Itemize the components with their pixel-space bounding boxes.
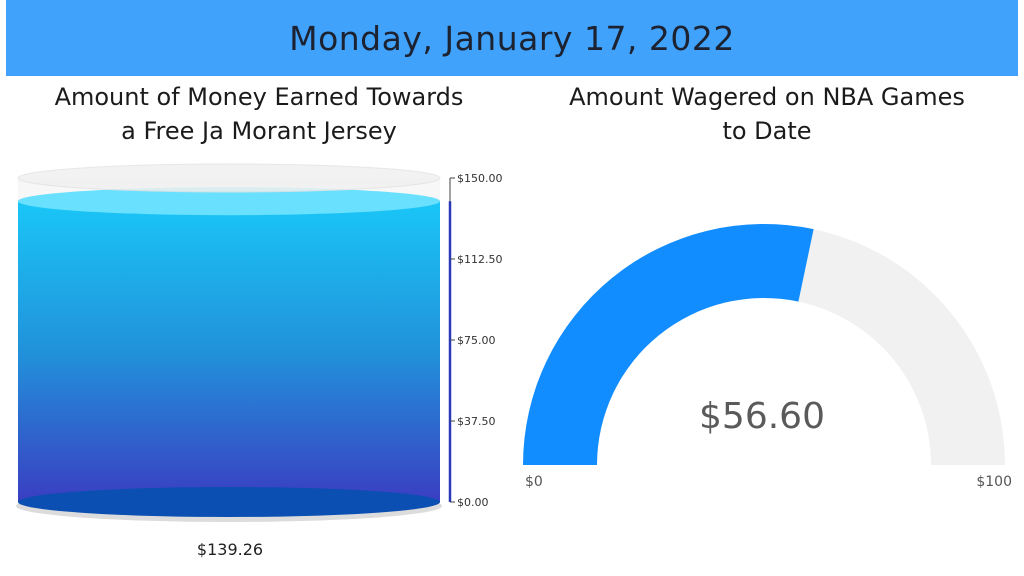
tank-tick-label: $37.50 <box>457 415 496 428</box>
gauge-chart-title: Amount Wagered on NBA Games to Date <box>520 80 1014 148</box>
tank-tick-label: $75.00 <box>457 334 496 347</box>
gauge-value-label: $56.60 <box>699 396 825 437</box>
tank-liquid <box>18 201 440 502</box>
tank-liquid-bottom <box>18 487 440 517</box>
gauge-title-line-2: to Date <box>722 117 812 145</box>
tank-axis-ticks: $0.00 $37.50 $75.00 $112.50 $150.00 <box>450 172 503 509</box>
gauge-min-label: $0 <box>525 474 543 490</box>
tank-title-line-1: Amount of Money Earned Towards <box>54 83 464 111</box>
tank-tick-label: $0.00 <box>457 496 489 509</box>
tank-liquid-surface <box>18 187 440 216</box>
tank-tick-label: $112.50 <box>457 253 503 266</box>
gauge-fill <box>523 224 814 465</box>
gauge-chart: $56.60 $0 $100 <box>520 200 1020 500</box>
tank-tick-label: $150.00 <box>457 172 503 185</box>
gauge-svg: $56.60 $0 $100 <box>523 224 1012 490</box>
tank-chart-title: Amount of Money Earned Towards a Free Ja… <box>0 80 518 148</box>
tank-svg: $0.00 $37.50 $75.00 $112.50 $150.00 <box>16 163 503 522</box>
gauge-max-label: $100 <box>976 474 1012 490</box>
tank-chart: $0.00 $37.50 $75.00 $112.50 $150.00 <box>0 150 520 530</box>
tank-value-label: $139.26 <box>196 540 264 559</box>
gauge-title-line-1: Amount Wagered on NBA Games <box>569 83 965 111</box>
date-header: Monday, January 17, 2022 <box>6 0 1018 76</box>
tank-glass-top <box>17 163 441 193</box>
tank-title-line-2: a Free Ja Morant Jersey <box>121 117 397 145</box>
date-title: Monday, January 17, 2022 <box>289 18 735 58</box>
